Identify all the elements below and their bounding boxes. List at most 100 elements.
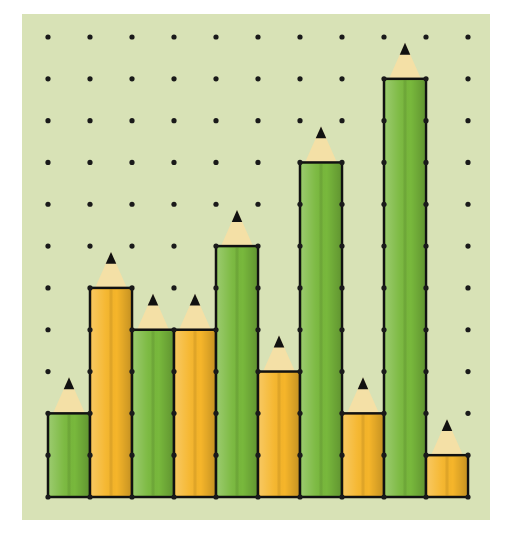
bar: [132, 330, 174, 497]
grid-dot: [213, 494, 218, 499]
bar: [174, 330, 216, 497]
grid-dot: [297, 285, 302, 290]
grid-dot: [45, 453, 50, 458]
grid-dot: [45, 411, 50, 416]
grid-row: [45, 118, 470, 123]
grid-dot: [423, 494, 428, 499]
grid-dot: [129, 453, 134, 458]
grid-row: [45, 411, 470, 416]
grid-dot: [297, 202, 302, 207]
grid-dot: [87, 160, 92, 165]
grid-dot: [423, 202, 428, 207]
grid-dot: [339, 494, 344, 499]
grid-dot: [213, 453, 218, 458]
grid-dot: [213, 34, 218, 39]
grid-dot: [465, 118, 470, 123]
grid-dot: [339, 34, 344, 39]
grid-dot: [255, 494, 260, 499]
grid-dot: [297, 160, 302, 165]
bar-shading: [260, 373, 299, 495]
pencil-lead: [190, 294, 201, 306]
grid-dot: [45, 494, 50, 499]
pencil-tip: [179, 294, 211, 330]
grid-row: [45, 285, 470, 290]
grid-dot: [255, 453, 260, 458]
grid-dot: [129, 494, 134, 499]
pencil: [216, 210, 258, 497]
grid-dot: [297, 76, 302, 81]
dot-grid: [45, 34, 470, 499]
grid-dot: [129, 243, 134, 248]
pencil-tip: [389, 43, 421, 79]
pencil-lead: [148, 294, 159, 306]
grid-dot: [381, 243, 386, 248]
grid-dot: [129, 369, 134, 374]
grid-dot: [45, 118, 50, 123]
bar-shading: [92, 289, 131, 495]
pencil-lead: [232, 210, 243, 222]
grid-dot: [465, 453, 470, 458]
grid-dot: [465, 369, 470, 374]
grid-dot: [213, 285, 218, 290]
grid-dot: [465, 411, 470, 416]
grid-dot: [423, 160, 428, 165]
grid-dot: [297, 453, 302, 458]
bar: [300, 162, 342, 497]
grid-dot: [87, 411, 92, 416]
grid-dot: [213, 327, 218, 332]
grid-dot: [87, 327, 92, 332]
grid-dot: [381, 118, 386, 123]
grid-dot: [255, 34, 260, 39]
grid-dot: [381, 369, 386, 374]
bar-groove: [236, 248, 239, 496]
bar-shading: [386, 80, 425, 495]
bar-groove: [194, 331, 197, 495]
grid-dot: [255, 118, 260, 123]
grid-dot: [45, 202, 50, 207]
pencil: [132, 294, 174, 497]
grid-dot: [339, 118, 344, 123]
grid-dot: [423, 369, 428, 374]
grid-dot: [297, 369, 302, 374]
grid-dot: [129, 118, 134, 123]
grid-dot: [381, 285, 386, 290]
bar: [258, 372, 300, 497]
bar-shading: [428, 457, 467, 496]
bar-shading: [134, 331, 173, 495]
grid-dot: [297, 118, 302, 123]
grid-dot: [45, 243, 50, 248]
grid-dot: [339, 76, 344, 81]
grid-dot: [339, 160, 344, 165]
grid-dot: [423, 411, 428, 416]
grid-dot: [213, 243, 218, 248]
grid-dot: [45, 285, 50, 290]
grid-dot: [129, 411, 134, 416]
pencil: [384, 43, 426, 497]
grid-dot: [171, 494, 176, 499]
grid-row: [45, 76, 470, 81]
pencil: [174, 294, 216, 497]
grid-dot: [423, 34, 428, 39]
grid-dot: [171, 160, 176, 165]
chart-svg: [0, 0, 512, 535]
grid-dot: [255, 411, 260, 416]
bar-shading: [50, 415, 89, 496]
grid-dot: [171, 34, 176, 39]
pencil-lead: [274, 336, 285, 348]
grid-dot: [423, 327, 428, 332]
grid-dot: [213, 118, 218, 123]
bar-shading: [302, 164, 341, 496]
grid-dot: [171, 327, 176, 332]
grid-dot: [339, 285, 344, 290]
pencil: [426, 419, 468, 497]
grid-dot: [339, 202, 344, 207]
grid-dot: [171, 202, 176, 207]
grid-dot: [171, 118, 176, 123]
grid-dot: [171, 453, 176, 458]
grid-dot: [213, 202, 218, 207]
grid-dot: [423, 453, 428, 458]
grid-dot: [465, 243, 470, 248]
grid-dot: [171, 76, 176, 81]
grid-dot: [45, 160, 50, 165]
grid-dot: [129, 327, 134, 332]
